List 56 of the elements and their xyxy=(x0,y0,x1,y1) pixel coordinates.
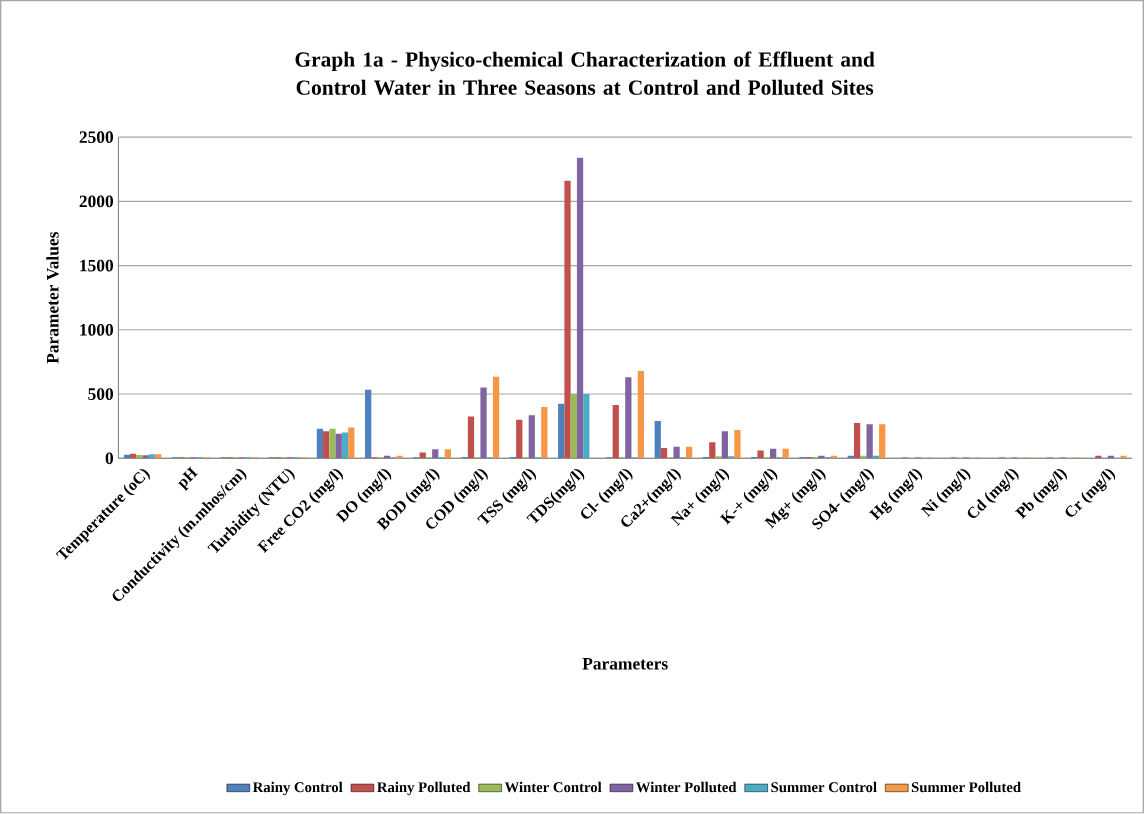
bar xyxy=(734,430,741,459)
legend-label: Rainy Control xyxy=(252,782,343,796)
bar xyxy=(673,446,680,459)
bar xyxy=(155,454,162,459)
bar xyxy=(316,428,324,459)
bar xyxy=(660,448,668,459)
bar xyxy=(541,407,548,459)
bar xyxy=(879,424,886,459)
bar xyxy=(866,424,873,459)
bar xyxy=(492,376,500,459)
legend-label: Summer Control xyxy=(771,782,877,793)
bar xyxy=(335,434,342,459)
bar xyxy=(323,431,330,459)
bar xyxy=(329,428,336,459)
y-axis-title: Parameter Values xyxy=(46,232,59,364)
bar xyxy=(709,442,716,459)
bar xyxy=(432,449,439,459)
bar xyxy=(419,452,426,459)
bar xyxy=(853,423,861,459)
y-tick-label: 500 xyxy=(88,388,114,401)
bar xyxy=(444,449,451,459)
bar xyxy=(721,431,728,459)
bar xyxy=(480,387,487,459)
bar xyxy=(769,448,777,459)
bar xyxy=(625,377,632,459)
bar xyxy=(148,454,156,459)
bar xyxy=(136,455,143,459)
bar xyxy=(467,416,475,459)
legend-label: Winter Control xyxy=(504,782,602,793)
bar xyxy=(570,394,577,459)
bar xyxy=(612,405,619,459)
legend-label: Rainy Polluted xyxy=(377,782,471,796)
legend-label: Summer Polluted xyxy=(911,782,1021,793)
y-tick-label: 0 xyxy=(105,452,114,465)
y-tick-label: 1500 xyxy=(80,259,114,272)
bar xyxy=(686,446,693,459)
legend-label: Winter Polluted xyxy=(636,782,737,793)
bar xyxy=(637,371,645,459)
bar xyxy=(583,394,590,459)
bar xyxy=(142,455,149,459)
y-tick-label: 2500 xyxy=(79,131,114,144)
bar xyxy=(341,432,349,459)
bar xyxy=(757,450,764,459)
bar xyxy=(782,448,789,459)
bar xyxy=(654,421,661,459)
bar xyxy=(348,427,355,459)
bar xyxy=(528,415,535,459)
y-tick-label: 1000 xyxy=(80,324,114,336)
chart-title: Graph 1a - Physico-chemical Characterization of Effluent and Control Water in Three Seasons at Control and Polluted Sites xyxy=(295,51,875,96)
bar xyxy=(576,157,584,459)
bar xyxy=(558,403,565,459)
bar xyxy=(365,389,372,459)
x-axis-title: Parameters xyxy=(582,658,668,670)
y-tick-label: 2000 xyxy=(79,195,114,208)
bar xyxy=(564,181,571,459)
bar xyxy=(516,419,523,459)
